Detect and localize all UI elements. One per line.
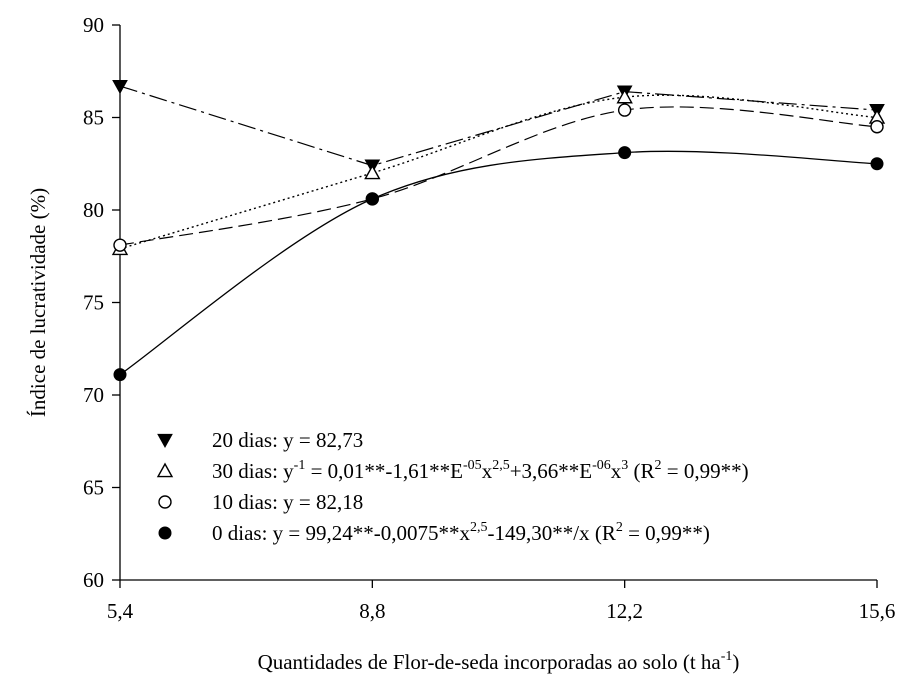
y-tick-label: 60 (83, 568, 104, 592)
x-tick-label: 5,4 (107, 599, 134, 623)
legend-entry: 20 dias: y = 82,73 (212, 428, 363, 452)
series-line-30-dias (119, 94, 878, 250)
data-point-30-dias (616, 88, 633, 104)
x-tick-label: 8,8 (359, 599, 385, 623)
data-point-20-dias (112, 79, 128, 95)
legend-marker-30-dias (156, 462, 174, 478)
y-tick-label: 80 (83, 198, 104, 222)
x-axis-title: Quantidades de Flor-de-seda incorporadas… (258, 649, 740, 674)
series-line-0-dias (119, 150, 878, 376)
x-tick-label: 12,2 (606, 599, 643, 623)
legend-entry: 0 dias: y = 99,24**-0,0075**x2,5-149,30*… (212, 520, 710, 545)
y-tick-label: 75 (83, 291, 104, 315)
y-tick-label: 70 (83, 383, 104, 407)
data-point-0-dias (870, 157, 884, 171)
y-tick-label: 65 (83, 476, 104, 500)
legend-entry: 10 dias: y = 82,18 (212, 490, 363, 514)
legend-marker-10-dias (158, 495, 172, 509)
series-line-20-dias (119, 85, 878, 167)
legend-marker-0-dias (158, 526, 172, 540)
data-point-10-dias (113, 238, 127, 252)
y-tick-label: 85 (83, 106, 104, 130)
legend-entry: 30 dias: y-1 = 0,01**-1,61**E-05x2,5+3,6… (212, 458, 749, 483)
data-point-30-dias (364, 164, 381, 180)
y-axis-title: Índice de lucratividade (%) (26, 188, 50, 417)
data-point-0-dias (113, 368, 127, 382)
x-tick-label: 15,6 (859, 599, 896, 623)
data-point-10-dias (870, 120, 884, 134)
legend-marker-20-dias (157, 433, 173, 449)
data-point-0-dias (618, 146, 632, 160)
series-line-10-dias (119, 106, 878, 246)
data-point-0-dias (365, 192, 379, 206)
data-point-10-dias (617, 103, 632, 117)
y-tick-label: 90 (83, 13, 104, 37)
